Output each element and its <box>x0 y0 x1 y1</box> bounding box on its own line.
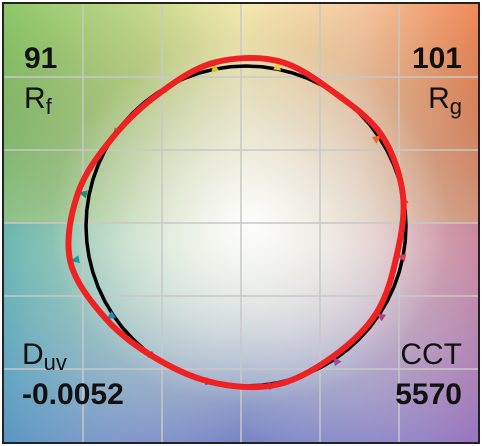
test-source-curve <box>65 54 407 391</box>
duv-value: -0.0052 <box>22 378 124 411</box>
hue-arrow-2 <box>372 135 382 144</box>
hue-arrow-14 <box>333 356 342 367</box>
cct-label: CCT <box>400 338 462 371</box>
rf-value: 91 <box>24 42 58 75</box>
grid <box>4 4 478 442</box>
hue-arrow-15 <box>376 313 387 322</box>
cct-metric: CCT 5570 <box>395 340 462 410</box>
cvg-plot <box>4 4 478 442</box>
cct-value: 5570 <box>395 378 462 411</box>
duv-label: Duv <box>22 338 67 375</box>
duv-metric: Duv -0.0052 <box>22 340 124 410</box>
rf-metric: 91 Rf <box>24 44 57 118</box>
hue-arrow-10 <box>106 311 116 320</box>
rg-value: 101 <box>411 42 462 75</box>
rg-label: Rg <box>428 82 462 119</box>
rg-metric: 101 Rg <box>412 44 462 118</box>
rf-label: Rf <box>24 82 52 119</box>
